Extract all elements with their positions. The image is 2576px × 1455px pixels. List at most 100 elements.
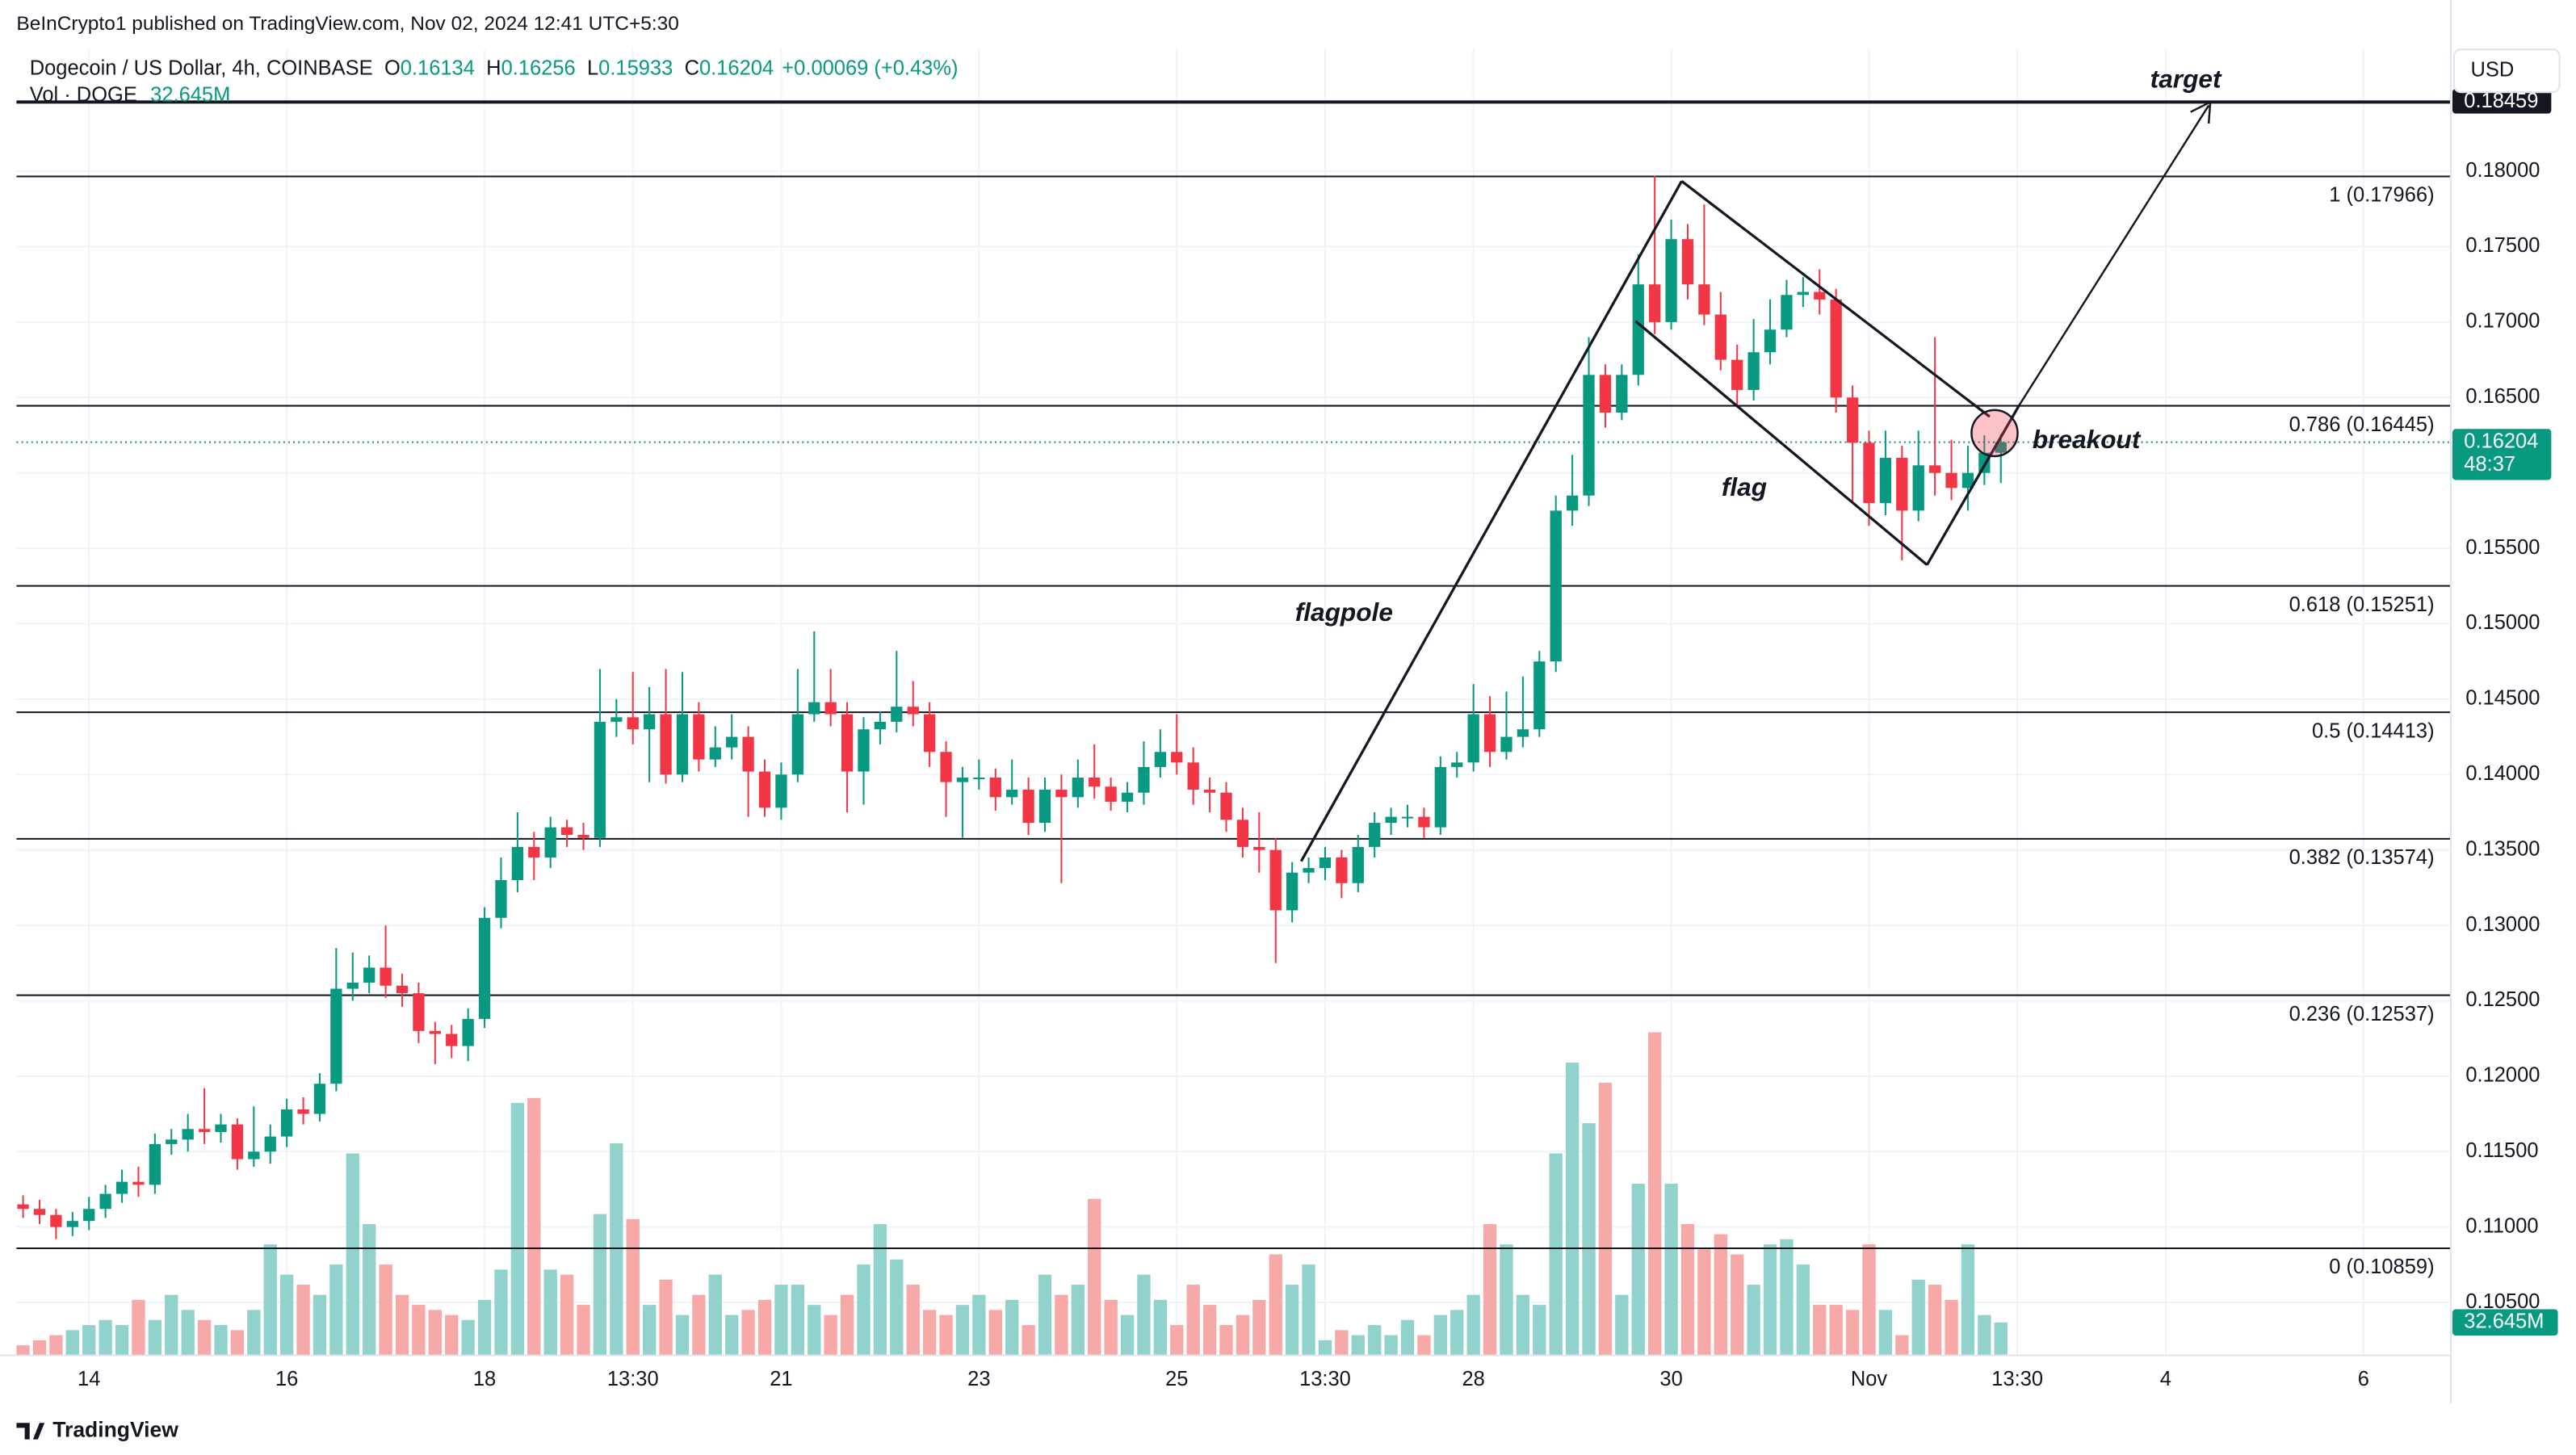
volume-bar: [659, 1279, 673, 1356]
x-tick-label: 13:30: [607, 1368, 659, 1390]
volume-bar: [445, 1315, 459, 1356]
volume-bar: [643, 1305, 657, 1356]
volume-bar: [577, 1305, 590, 1356]
volume-bar: [1615, 1294, 1629, 1356]
volume-bar: [1680, 1224, 1695, 1356]
candle-body: [956, 778, 969, 782]
volume-bar: [494, 1269, 508, 1356]
candle-body: [1764, 329, 1777, 353]
volume-bar: [1928, 1285, 1942, 1356]
volume-bar: [1648, 1032, 1662, 1356]
volume-bar: [824, 1315, 837, 1356]
candle-body: [1253, 846, 1265, 850]
volume-bar: [395, 1294, 409, 1356]
candle-body: [429, 1030, 441, 1034]
volume-bar: [65, 1330, 79, 1356]
legend-item: 0.16134: [401, 57, 475, 79]
candle-body: [528, 846, 540, 858]
fib-label: 0.382 (0.13574): [2289, 846, 2435, 869]
legend-item: 32.645M: [150, 83, 230, 106]
candle-body: [1863, 442, 1875, 504]
candle-body: [1055, 789, 1068, 798]
legend-item: +0.00069 (+0.43%): [782, 57, 958, 79]
x-tick-label: 13:30: [1991, 1368, 2043, 1390]
volume-bar: [1104, 1299, 1118, 1356]
volume-bar: [939, 1315, 953, 1356]
volume-bar: [757, 1299, 772, 1356]
volume-bar: [1022, 1325, 1035, 1356]
volume-bar: [1978, 1315, 1991, 1356]
candle-body: [115, 1181, 128, 1194]
volume-bar: [1862, 1244, 1876, 1356]
annotation: target: [2150, 64, 2222, 93]
annotation: flag: [1722, 472, 1767, 501]
candle-body: [610, 717, 623, 722]
candle-body: [1945, 472, 1957, 488]
y-tick-label: 0.17000: [2465, 310, 2540, 333]
currency-button[interactable]: [2453, 48, 2561, 94]
candle-body: [742, 736, 754, 772]
legend-item: 0.15933: [598, 57, 673, 79]
volume-bar: [708, 1274, 722, 1356]
currency[interactable]: USD: [2470, 58, 2514, 81]
x-tick-label: 30: [1659, 1368, 1682, 1390]
candle-body: [1418, 816, 1430, 828]
volume-bar: [1664, 1184, 1678, 1356]
volume-tag-label: 32.645M: [2464, 1310, 2544, 1333]
candle-body: [1517, 729, 1529, 737]
volume-bar: [692, 1294, 706, 1356]
candle-body: [1566, 495, 1579, 511]
target-arrow: [2018, 104, 2210, 406]
candle-body: [478, 917, 491, 1019]
candle-body: [511, 846, 524, 881]
volume-bar: [1005, 1299, 1019, 1356]
candle-body: [1550, 510, 1562, 662]
volume-bar: [346, 1153, 359, 1356]
candle-body: [313, 1084, 326, 1114]
candle-body: [1187, 762, 1199, 790]
candle-body: [182, 1129, 194, 1140]
x-tick-label: 4: [2160, 1368, 2171, 1390]
volume-bar: [82, 1325, 96, 1356]
volume-bar: [1088, 1198, 1101, 1356]
fib-label: 0.5 (0.14413): [2312, 719, 2435, 742]
candle-body: [577, 834, 589, 838]
candle-body: [215, 1124, 227, 1132]
candle-body: [676, 714, 689, 775]
candle-body: [1006, 789, 1018, 798]
y-tick-label: 0.14000: [2465, 762, 2540, 785]
candle-body: [1814, 291, 1826, 300]
volume-bar: [49, 1335, 63, 1356]
legend-item: Dogecoin / US Dollar, 4h, COINBASE: [30, 57, 373, 79]
volume-bar: [132, 1299, 145, 1356]
volume-bar: [1780, 1239, 1794, 1356]
x-tick-label: 14: [78, 1368, 100, 1390]
candle-body: [33, 1209, 46, 1215]
candle-body: [824, 702, 837, 715]
volume-bar: [1796, 1264, 1810, 1356]
volume-bar: [1038, 1274, 1052, 1356]
volume-bar: [1269, 1254, 1282, 1356]
candle-body: [627, 717, 639, 730]
candle-body: [198, 1129, 211, 1132]
volume-bar: [181, 1310, 195, 1356]
candle-body: [660, 714, 672, 775]
target-tag-label: 0.18459: [2464, 90, 2538, 112]
candle-body: [1912, 465, 1924, 511]
volume-bar: [1565, 1063, 1580, 1356]
volume-bar: [1137, 1274, 1151, 1356]
volume-bar: [543, 1269, 557, 1356]
candle-body: [1072, 778, 1084, 798]
last-price-label: 0.16204: [2464, 430, 2538, 452]
candle-body: [1269, 849, 1282, 911]
y-tick-label: 0.13500: [2465, 837, 2540, 860]
candle-body: [1286, 872, 1298, 911]
publisher: BeInCrypto1 published on TradingView.com…: [16, 13, 678, 35]
y-tick-label: 0.16500: [2465, 385, 2540, 408]
legend-item: H: [486, 57, 501, 79]
candle-body: [544, 827, 556, 858]
volume-bar: [197, 1319, 212, 1356]
candle-body: [1154, 752, 1167, 767]
x-tick-label: 28: [1462, 1368, 1484, 1390]
